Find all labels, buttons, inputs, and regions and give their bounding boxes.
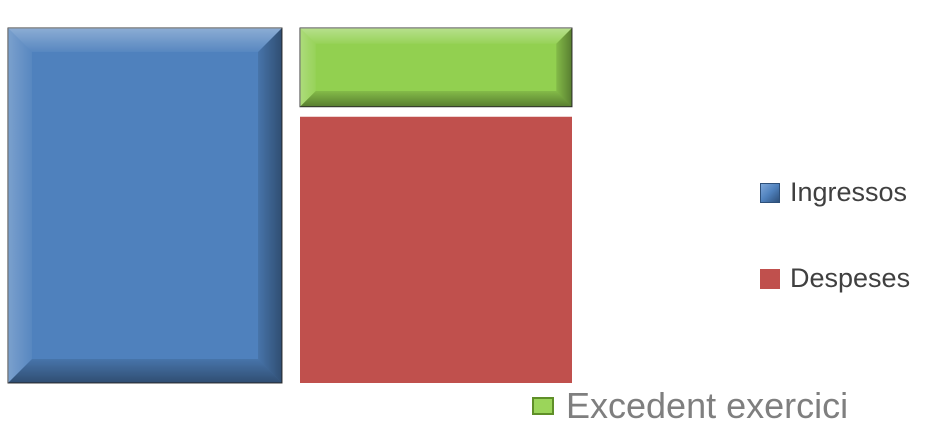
legend-label-excedent-exercici: Excedent exercici [566,385,849,426]
legend-item-excedent-exercici: Excedent exercici [532,385,848,427]
chart [7,27,573,384]
legend-label-ingressos: Ingressos [790,177,908,207]
legend-swatch-excedent-exercici [532,397,554,415]
legend-swatch-despeses [760,268,780,289]
bar-ingressos [7,27,283,384]
legend-item-despeses: Despeses [760,263,910,294]
bar-excedent-exercici-bevel [300,28,572,107]
legend-item-ingressos: Ingressos [760,177,907,208]
bar-ingressos-bevel [8,28,282,383]
bar-despeses [300,116,572,383]
legend-swatch-ingressos [760,182,780,203]
legend-label-despeses: Despeses [790,263,911,293]
